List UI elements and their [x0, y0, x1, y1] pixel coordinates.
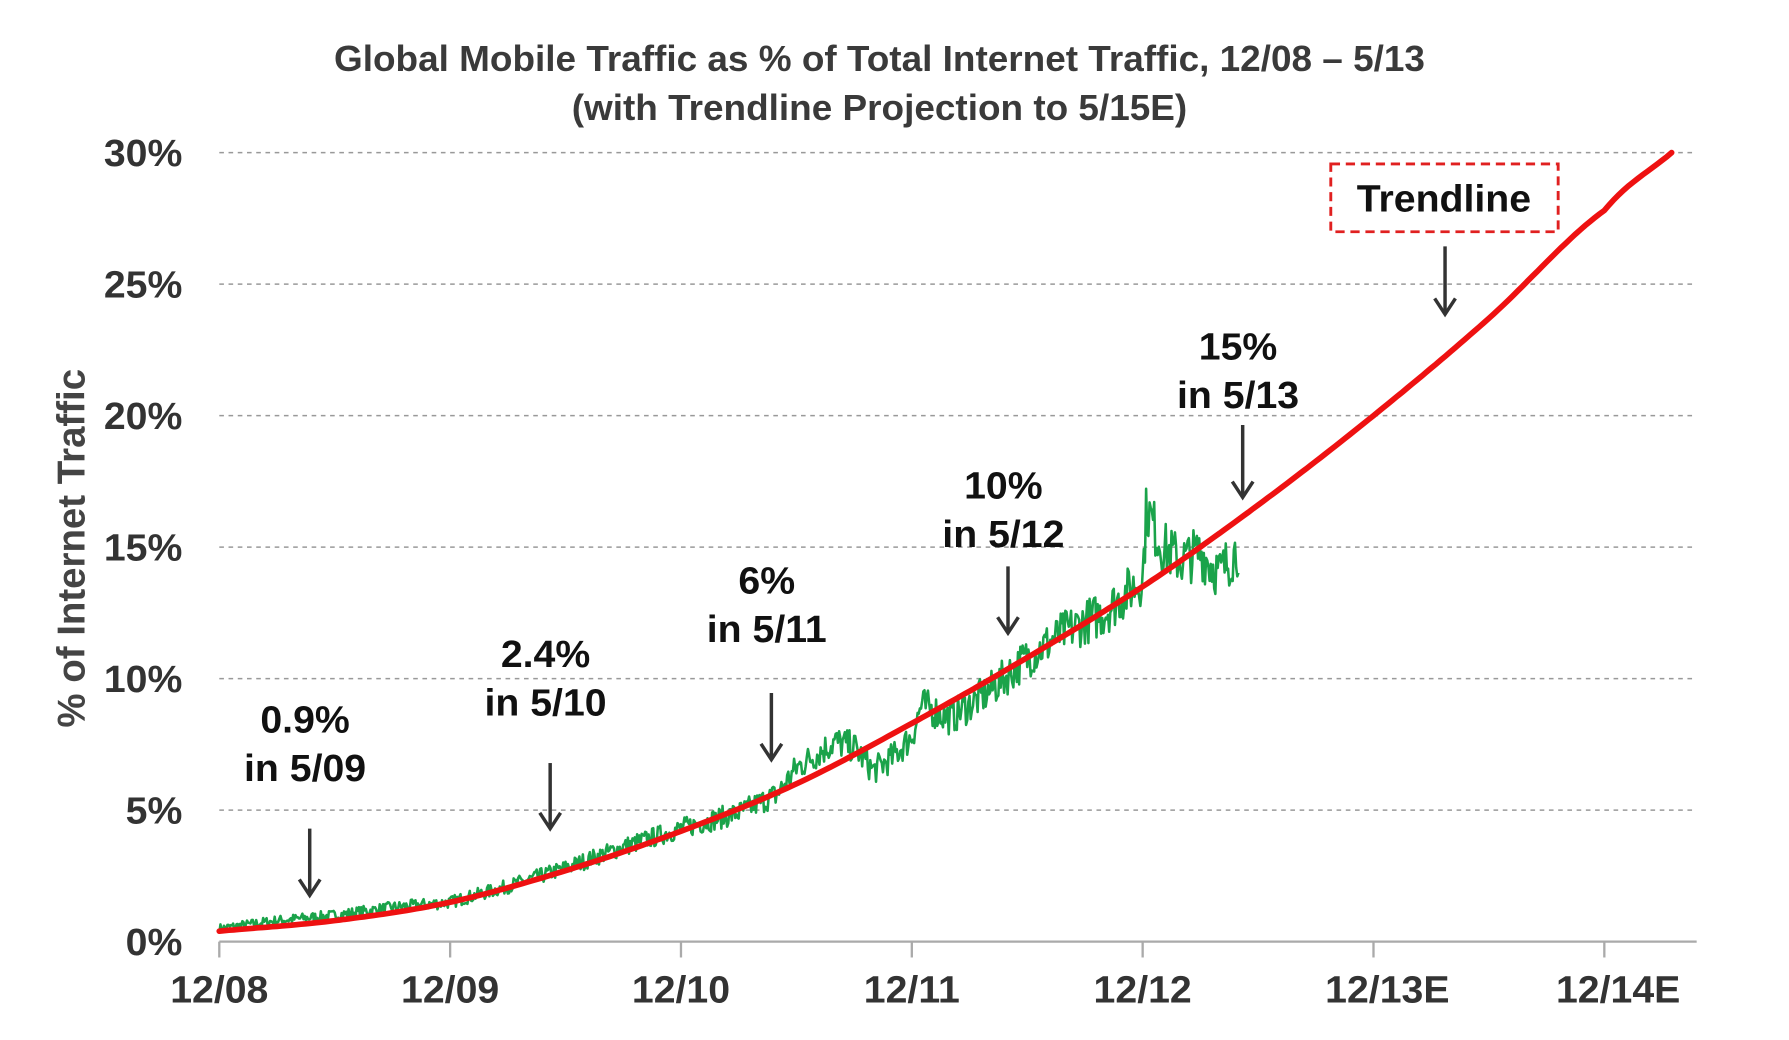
y-tick-label: 30% — [104, 133, 183, 176]
trendline-arrow-head — [1433, 297, 1457, 318]
annotation-date: in 5/09 — [244, 747, 366, 790]
y-tick-label: 20% — [104, 396, 183, 439]
annotation-value: 6% — [738, 560, 795, 603]
trendline-callout: Trendline — [1329, 162, 1560, 234]
annotation-value: 0.9% — [260, 699, 349, 742]
annotation-date: in 5/10 — [484, 682, 606, 725]
annotation-arrow-head — [759, 742, 784, 763]
x-tick-labels: 12/08 12/09 12/10 12/11 12/12 12/13E 12/14E — [170, 969, 1680, 1012]
annotation-date: in 5/11 — [707, 608, 827, 651]
annotation-value: 15% — [1199, 326, 1278, 369]
annotation-arrow-head — [996, 616, 1020, 637]
y-axis-label: % of Internet Traffic — [50, 369, 93, 728]
x-tick-label: 12/11 — [864, 969, 960, 1012]
annotation-date: in 5/12 — [942, 513, 1064, 556]
annotation-arrow-head — [1230, 480, 1255, 501]
annotation-value: 2.4% — [501, 633, 590, 676]
y-tick-labels: 0% 5% 10% 15% 20% 25% 30% — [104, 133, 183, 965]
x-tick-label: 12/10 — [632, 969, 730, 1012]
series-line-trendline — [216, 149, 1675, 934]
annotations: 0.9% in 5/09 2.4% in 5/10 6% in 5/11 10% in 5/1… — [244, 246, 1457, 899]
x-tick-label: 12/08 — [170, 969, 268, 1012]
x-tick-label: 12/09 — [401, 969, 499, 1012]
chart-subtitle: (with Trendline Projection to 5/15E) — [572, 87, 1188, 128]
annotation-date: in 5/13 — [1177, 374, 1299, 417]
trendline-label: Trendline — [1357, 178, 1531, 221]
y-tick-label: 5% — [126, 790, 183, 833]
annotation-arrow-head — [297, 878, 322, 899]
series-line-mobile-traffic — [218, 487, 1240, 934]
y-tick-label: 0% — [126, 922, 183, 965]
x-tick-label: 12/13E — [1325, 969, 1449, 1012]
y-tick-label: 25% — [104, 264, 183, 307]
x-tick-label: 12/12 — [1094, 969, 1192, 1012]
chart-title: Global Mobile Traffic as % of Total Inte… — [334, 39, 1425, 80]
y-tick-label: 15% — [104, 527, 183, 570]
annotation-arrow-head — [538, 811, 563, 832]
series-group — [216, 149, 1675, 934]
y-tick-label: 10% — [104, 659, 183, 702]
gridlines — [218, 151, 1697, 958]
annotation-value: 10% — [964, 465, 1043, 508]
trendline-label-box — [1329, 162, 1560, 234]
x-tick-label: 12/14E — [1556, 969, 1680, 1012]
